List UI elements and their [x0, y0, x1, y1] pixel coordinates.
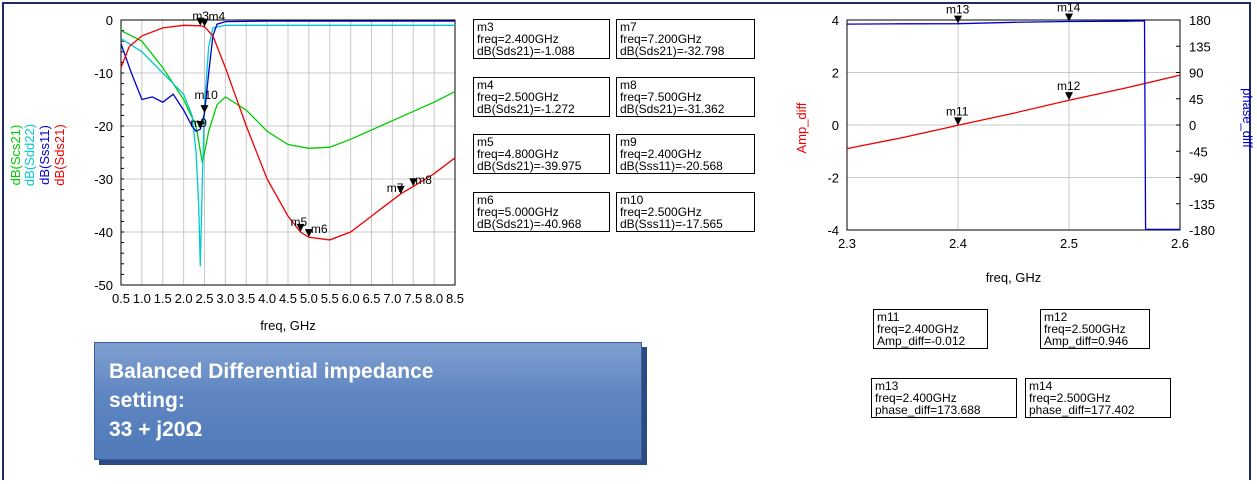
right-x-tick-label: 2.6 [1171, 236, 1189, 251]
left-x-tick-label: 5.5 [321, 291, 339, 306]
left-y-axis-label-0: dB(Scs21) [8, 125, 23, 186]
series-line-dbsss11 [120, 20, 455, 133]
left-y-tick-label: -20 [94, 119, 113, 134]
left-x-tick-label: 4.0 [258, 291, 276, 306]
marker-triangle-m7 [396, 185, 405, 194]
marker-readout-m14: m14 freq=2.500GHz phase_diff=177.402 [1025, 378, 1171, 418]
right-right-y-tick-label: 0 [1189, 118, 1196, 133]
right-right-y-tick-label: -135 [1189, 197, 1215, 212]
left-y-axis-label-3: dB(Sds21) [52, 124, 67, 185]
left-x-tick-label: 7.0 [383, 291, 401, 306]
left-x-tick-label: 3.5 [237, 291, 255, 306]
left-x-tick-label: 6.5 [362, 291, 380, 306]
left-y-tick-label: -50 [94, 278, 113, 293]
marker-label-m11: m11 [946, 104, 969, 118]
marker-readout-m6: m6 freq=5.000GHz dB(Sds21)=-40.968 [473, 192, 610, 232]
left-x-tick-label: 8.0 [425, 291, 443, 306]
right-left-y-tick-label: 2 [832, 66, 839, 81]
marker-triangle-m9 [196, 121, 205, 130]
left-x-tick-label: 2.0 [175, 291, 193, 306]
marker-triangle-m8 [409, 178, 418, 187]
marker-readout-m4: m4 freq=2.500GHz dB(Sds21)=-1.272 [473, 77, 610, 117]
right-right-y-tick-label: -45 [1189, 144, 1208, 159]
left-plot-frame [120, 19, 456, 286]
left-x-axis-label: freq, GHz [260, 318, 316, 333]
right-left-y-tick-label: -4 [827, 223, 839, 238]
series-line-dbsdd22 [120, 24, 455, 267]
marker-label-m14: m14 [1057, 1, 1081, 15]
right-right-y-tick-label: 90 [1189, 66, 1203, 81]
left-y-tick-label: -30 [94, 172, 113, 187]
banner-line-2: setting: [109, 389, 185, 412]
series-line-dbsds21 [120, 24, 456, 241]
right-right-y-tick-label: 135 [1189, 39, 1211, 54]
marker-triangle-m4 [200, 18, 209, 27]
left-x-tick-label: 0.5 [112, 291, 130, 306]
left-y-tick-label: 0 [106, 13, 113, 28]
right-left-y-tick-label: 4 [832, 13, 839, 28]
right-plot-frame [846, 19, 1181, 231]
marker-label-m6: m6 [311, 222, 328, 236]
left-y-axis-label-2: dB(Sss11) [37, 125, 52, 185]
marker-triangle-m5 [296, 223, 305, 232]
right-x-tick-label: 2.4 [949, 236, 967, 251]
right-left-y-tick-label: 0 [832, 118, 839, 133]
marker-readout-m9: m9 freq=2.400GHz dB(Sss11)=-20.568 [616, 134, 755, 174]
marker-triangle-m6 [304, 229, 313, 238]
marker-readout-m8: m8 freq=7.500GHz dB(Sds21)=-31.362 [616, 77, 755, 117]
marker-label-m8: m8 [415, 173, 432, 187]
series-line-amp_diff [846, 74, 1181, 150]
marker-readout-m12: m12 freq=2.500GHz Amp_diff=0.946 [1040, 309, 1150, 349]
left-x-tick-label: 6.0 [342, 291, 360, 306]
right-x-axis-label: freq, GHz [986, 270, 1042, 285]
marker-readout-m11: m11 freq=2.400GHz Amp_diff=-0.012 [873, 309, 988, 349]
marker-label-m7: m7 [387, 181, 404, 195]
marker-readout-m7: m7 freq=7.200GHz dB(Sds21)=-32.798 [616, 19, 755, 59]
marker-readout-m5: m5 freq=4.800GHz dB(Sds21)=-39.975 [473, 134, 610, 174]
left-x-tick-label: 1.0 [133, 291, 151, 306]
marker-readout-m10: m10 freq=2.500GHz dB(Sss11)=-17.565 [616, 192, 755, 232]
right-right-y-tick-label: 180 [1189, 13, 1211, 28]
right-right-y-tick-label: 45 [1189, 92, 1203, 107]
marker-triangle-m13 [954, 15, 962, 24]
left-x-tick-label: 1.5 [154, 291, 172, 306]
marker-label-m10: m10 [195, 88, 219, 102]
left-y-tick-label: -10 [94, 66, 113, 81]
left-y-axis-label-1: dB(Sdd22) [22, 124, 37, 186]
marker-label-m9: m9 [190, 116, 207, 130]
left-x-tick-label: 3.0 [216, 291, 234, 306]
left-x-tick-label: 7.5 [404, 291, 422, 306]
right-left-y-tick-label: -2 [827, 171, 839, 186]
marker-triangle-m12 [1065, 92, 1073, 101]
right-left-y-axis-label: Amp_diff [794, 102, 809, 153]
banner-line-1: Balanced Differential impedance [109, 360, 434, 383]
right-right-y-tick-label: -180 [1189, 223, 1215, 238]
banner-line-3: 33 + j20Ω [109, 418, 203, 441]
marker-label-m4: m4 [209, 10, 226, 24]
left-x-tick-label: 2.5 [195, 291, 213, 306]
marker-label-m13: m13 [946, 3, 970, 17]
left-x-tick-label: 8.5 [446, 291, 464, 306]
right-x-tick-label: 2.3 [838, 236, 856, 251]
left-x-tick-label: 5.0 [300, 291, 318, 306]
marker-triangle-m14 [1065, 13, 1073, 22]
marker-readout-m13: m13 freq=2.400GHz phase_diff=173.688 [871, 378, 1017, 418]
left-x-tick-label: 4.5 [279, 291, 297, 306]
right-right-y-tick-label: -90 [1189, 171, 1208, 186]
marker-triangle-m10 [200, 105, 209, 114]
marker-label-m5: m5 [291, 215, 308, 229]
marker-label-m12: m12 [1057, 79, 1081, 93]
left-y-tick-label: -40 [94, 225, 113, 240]
marker-readout-m3: m3 freq=2.400GHz dB(Sds21)=-1.088 [473, 19, 610, 59]
marker-triangle-m11 [954, 117, 962, 126]
right-x-tick-label: 2.5 [1060, 236, 1078, 251]
right-right-y-axis-label: phase_diff [1240, 88, 1255, 148]
series-line-dbscs21 [120, 30, 456, 164]
impedance-setting-banner: Balanced Differential impedance setting:… [94, 342, 642, 460]
